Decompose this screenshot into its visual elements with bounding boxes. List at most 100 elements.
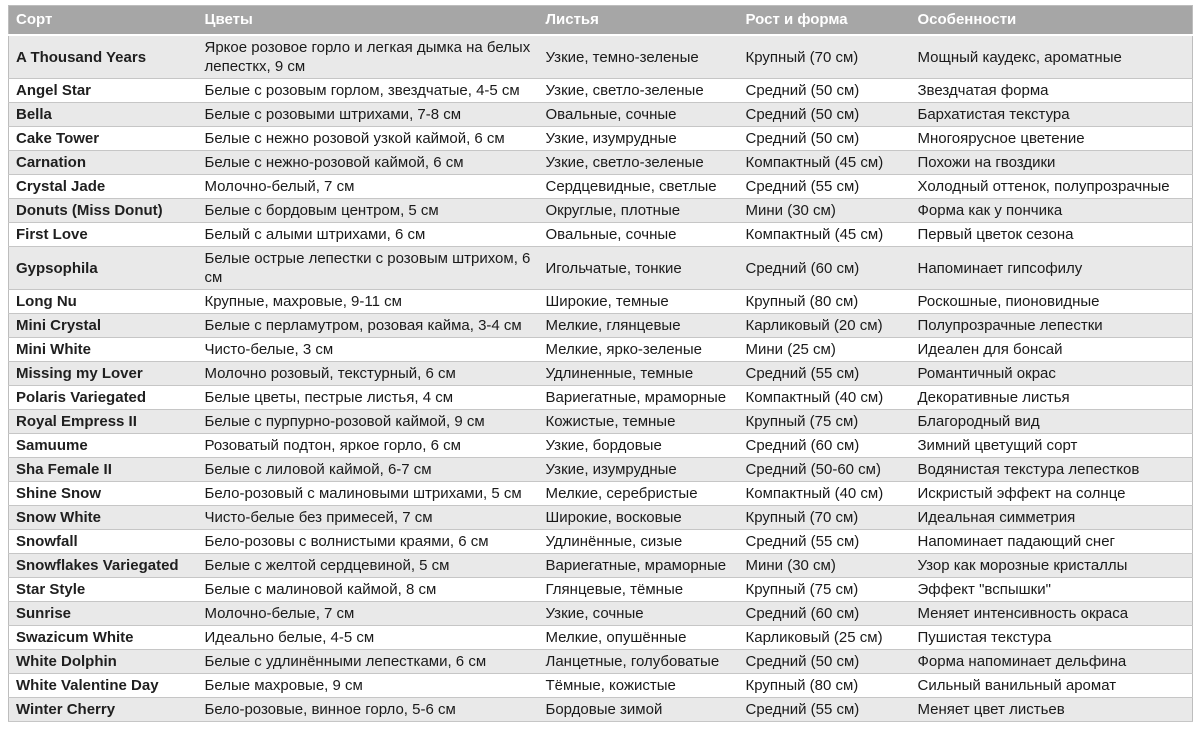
variety-name-cell: A Thousand Years <box>8 35 198 79</box>
table-cell: Крупный (75 см) <box>738 409 911 434</box>
table-cell: Средний (50 см) <box>738 126 911 151</box>
variety-name-cell: Star Style <box>8 577 198 602</box>
table-cell: Крупные, махровые, 9-11 см <box>197 289 539 314</box>
table-row: Polaris Variegated Белые цветы, пестрые л… <box>8 385 1193 410</box>
variety-name-cell: First Love <box>8 222 198 247</box>
variety-name-cell: Snowflakes Variegated <box>8 553 198 578</box>
table-cell: Ланцетные, голубоватые <box>538 649 739 674</box>
table-cell: Идеально белые, 4-5 см <box>197 625 539 650</box>
variety-name-cell: Bella <box>8 102 198 127</box>
table-cell: Белые с удлинёнными лепестками, 6 см <box>197 649 539 674</box>
table-row: Snowfall Бело-розовы с волнистыми краями,… <box>8 529 1193 554</box>
table-cell: Роскошные, пионовидные <box>910 289 1193 314</box>
table-cell: Средний (55 см) <box>738 361 911 386</box>
table-cell: Средний (60 см) <box>738 433 911 458</box>
table-cell: Овальные, сочные <box>538 222 739 247</box>
table-row: Long Nu Крупные, махровые, 9-11 см Широкие… <box>8 289 1193 314</box>
table-cell: Кожистые, темные <box>538 409 739 434</box>
variety-name-cell: Gypsophila <box>8 246 198 290</box>
table-cell: Форма как у пончика <box>910 198 1193 223</box>
table-row: Sunrise Молочно-белые, 7 см Узкие, сочные С… <box>8 601 1193 626</box>
table-cell: Мелкие, серебристые <box>538 481 739 506</box>
table-cell: Широкие, восковые <box>538 505 739 530</box>
table-cell: Крупный (70 см) <box>738 35 911 79</box>
table-cell: Белые острые лепестки с розовым штрихом,… <box>197 246 539 290</box>
table-cell: Мини (30 см) <box>738 198 911 223</box>
variety-name-cell: Snowfall <box>8 529 198 554</box>
variety-name-cell: White Dolphin <box>8 649 198 674</box>
table-cell: Удлинённые, сизые <box>538 529 739 554</box>
variety-name-cell: Polaris Variegated <box>8 385 198 410</box>
variety-name-cell: Mini Crystal <box>8 313 198 338</box>
table-row: Winter Cherry Бело-розовые, винное горло,… <box>8 697 1193 722</box>
variety-name-cell: Snow White <box>8 505 198 530</box>
table-cell: Первый цветок сезона <box>910 222 1193 247</box>
table-cell: Овальные, сочные <box>538 102 739 127</box>
table-row: White Dolphin Белые с удлинёнными лепестк… <box>8 649 1193 674</box>
variety-name-cell: Angel Star <box>8 78 198 103</box>
variety-name-cell: Cake Tower <box>8 126 198 151</box>
table-cell: Карликовый (25 см) <box>738 625 911 650</box>
table-cell: Эффект "вспышки" <box>910 577 1193 602</box>
table-cell: Напоминает гипсофилу <box>910 246 1193 290</box>
table-header: Сорт Цветы Листья Рост и форма Особенности <box>8 5 1193 36</box>
table-row: Cake Tower Белые с нежно розовой узкой ка… <box>8 126 1193 151</box>
table-cell: Узкие, бордовые <box>538 433 739 458</box>
table-body: A Thousand Years Яркое розовое горло и ле… <box>8 35 1193 722</box>
column-header: Листья <box>538 5 739 36</box>
table-cell: Средний (50 см) <box>738 78 911 103</box>
table-cell: Средний (60 см) <box>738 246 911 290</box>
table-row: A Thousand Years Яркое розовое горло и ле… <box>8 35 1193 79</box>
table-cell: Бордовые зимой <box>538 697 739 722</box>
table-cell: Карликовый (20 см) <box>738 313 911 338</box>
table-row: Royal Empress II Белые с пурпурно-розовой… <box>8 409 1193 434</box>
variety-name-cell: Missing my Lover <box>8 361 198 386</box>
table-cell: Мелкие, глянцевые <box>538 313 739 338</box>
table-cell: Белые с нежно розовой узкой каймой, 6 см <box>197 126 539 151</box>
table-row: First Love Белый с алыми штрихами, 6 см Ов… <box>8 222 1193 247</box>
table-cell: Белые с бордовым центром, 5 см <box>197 198 539 223</box>
table-cell: Чисто-белые, 3 см <box>197 337 539 362</box>
table-cell: Благородный вид <box>910 409 1193 434</box>
table-cell: Многоярусное цветение <box>910 126 1193 151</box>
table-cell: Белые с желтой сердцевиной, 5 см <box>197 553 539 578</box>
variety-name-cell: Crystal Jade <box>8 174 198 199</box>
variety-name-cell: Sunrise <box>8 601 198 626</box>
variety-name-cell: Swazicum White <box>8 625 198 650</box>
table-cell: Белые с малиновой каймой, 8 см <box>197 577 539 602</box>
table-cell: Чисто-белые без примесей, 7 см <box>197 505 539 530</box>
table-cell: Идеальная симметрия <box>910 505 1193 530</box>
table-row: Mini Crystal Белые с перламутром, розовая… <box>8 313 1193 338</box>
table-row: Mini White Чисто-белые, 3 см Мелкие, ярко-… <box>8 337 1193 362</box>
table-cell: Меняет цвет листьев <box>910 697 1193 722</box>
table-cell: Декоративные листья <box>910 385 1193 410</box>
table-row: Carnation Белые с нежно-розовой каймой, 6… <box>8 150 1193 175</box>
table-row: Bella Белые с розовыми штрихами, 7-8 см Ов… <box>8 102 1193 127</box>
table-cell: Компактный (45 см) <box>738 150 911 175</box>
table-cell: Удлиненные, темные <box>538 361 739 386</box>
variety-name-cell: Mini White <box>8 337 198 362</box>
table-cell: Бело-розовые, винное горло, 5-6 см <box>197 697 539 722</box>
table-cell: Молочно-белые, 7 см <box>197 601 539 626</box>
table-cell: Широкие, темные <box>538 289 739 314</box>
variety-name-cell: Royal Empress II <box>8 409 198 434</box>
table-cell: Крупный (75 см) <box>738 577 911 602</box>
table-row: Crystal Jade Молочно-белый, 7 см Сердцевид… <box>8 174 1193 199</box>
table-cell: Белые с перламутром, розовая кайма, 3-4 … <box>197 313 539 338</box>
table-row: Sha Female II Белые с лиловой каймой, 6-7… <box>8 457 1193 482</box>
table-row: Star Style Белые с малиновой каймой, 8 см… <box>8 577 1193 602</box>
table-row: Gypsophila Белые острые лепестки с розовы… <box>8 246 1193 290</box>
table-row: White Valentine Day Белые махровые, 9 см Т… <box>8 673 1193 698</box>
table-cell: Холодный оттенок, полупрозрачные <box>910 174 1193 199</box>
table-cell: Узор как морозные кристаллы <box>910 553 1193 578</box>
table-cell: Бархатистая текстура <box>910 102 1193 127</box>
variety-name-cell: Donuts (Miss Donut) <box>8 198 198 223</box>
variety-name-cell: Long Nu <box>8 289 198 314</box>
table-cell: Форма напоминает дельфина <box>910 649 1193 674</box>
header-row: Сорт Цветы Листья Рост и форма Особенности <box>8 5 1193 36</box>
table-cell: Тёмные, кожистые <box>538 673 739 698</box>
table-cell: Звездчатая форма <box>910 78 1193 103</box>
table-cell: Молочно розовый, текстурный, 6 см <box>197 361 539 386</box>
table-cell: Искристый эффект на солнце <box>910 481 1193 506</box>
